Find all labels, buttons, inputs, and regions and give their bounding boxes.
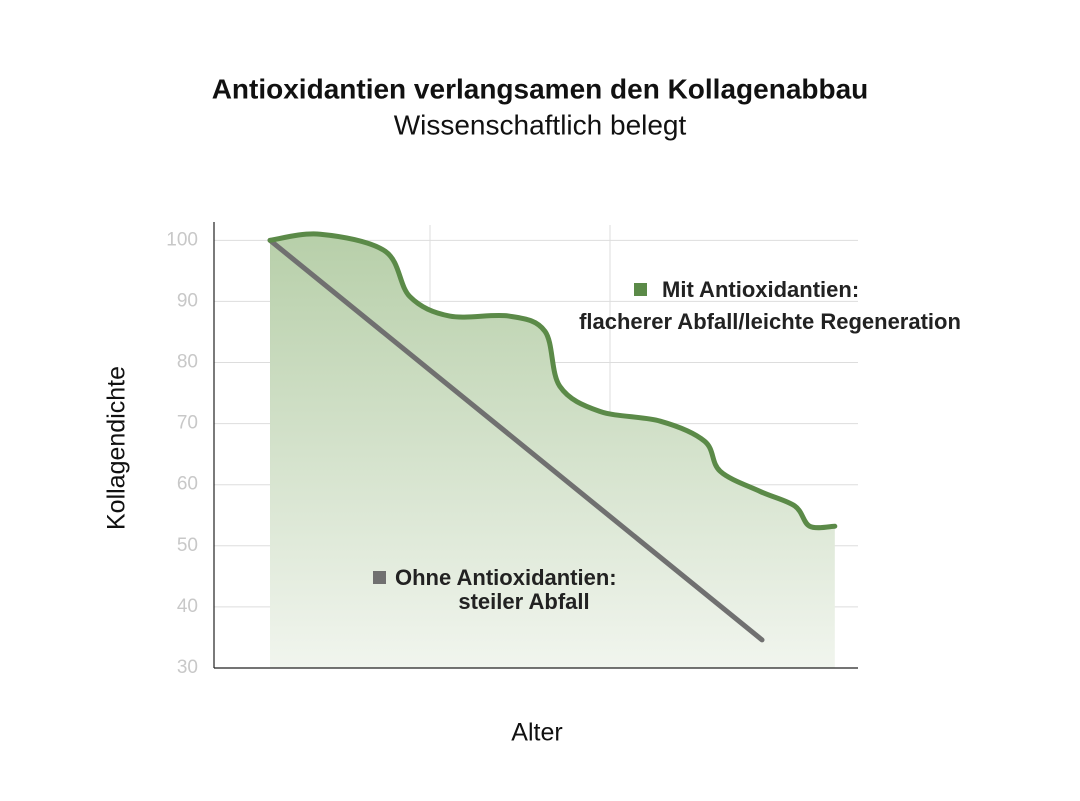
- legend-swatch: [634, 283, 647, 296]
- x-axis-label: Alter: [511, 719, 562, 747]
- y-tick-label: 30: [177, 657, 198, 678]
- legend: Mit Antioxidantien: flacherer Abfall/leic…: [373, 277, 961, 614]
- legend-description: steiler Abfall: [458, 589, 589, 614]
- legend-description: flacherer Abfall/leichte Regeneration: [579, 309, 961, 334]
- y-axis-label: Kollagendichte: [103, 366, 131, 530]
- areas: [270, 233, 835, 668]
- legend-label: Ohne Antioxidantien:: [395, 565, 617, 590]
- y-tick-label: 50: [177, 535, 198, 556]
- y-tick-label: 70: [177, 413, 198, 434]
- y-tick-label: 90: [177, 290, 198, 311]
- series-line: [267, 231, 838, 531]
- y-tick-label: 100: [166, 229, 198, 250]
- lines: [267, 231, 838, 643]
- y-tick-label: 40: [177, 596, 198, 617]
- area: [270, 233, 835, 668]
- y-tick-label: 80: [177, 352, 198, 373]
- legend-swatch: [373, 571, 386, 584]
- y-tick-label: 60: [177, 474, 198, 495]
- chart-subtitle: Wissenschaftlich belegt: [394, 109, 687, 140]
- series-line: [267, 237, 765, 643]
- legend-label: Mit Antioxidantien:: [662, 277, 859, 302]
- chart-title: Antioxidantien verlangsamen den Kollagen…: [212, 73, 869, 104]
